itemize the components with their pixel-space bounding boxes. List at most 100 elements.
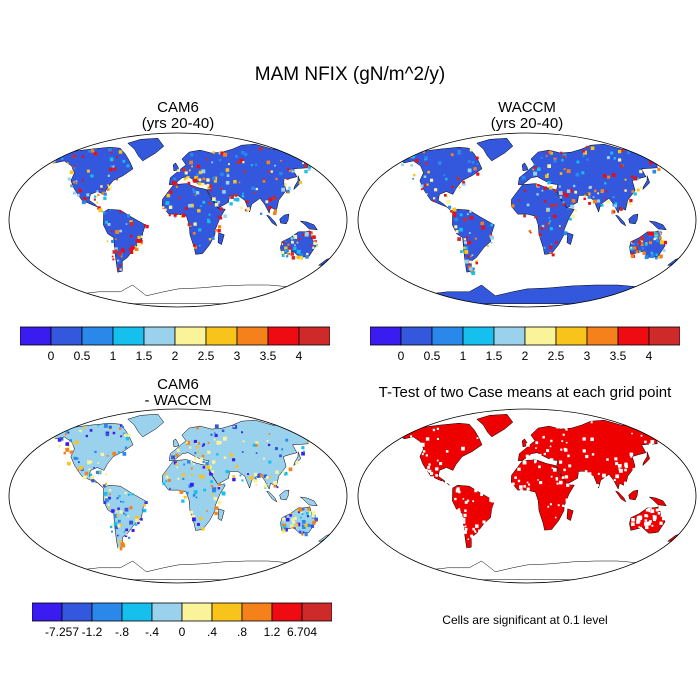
colorbar-swatch [462, 326, 495, 346]
map-cell [301, 533, 304, 536]
map-cell [547, 164, 551, 168]
map-cell [267, 170, 271, 174]
map-cell [288, 467, 293, 472]
map-cam6 [8, 132, 348, 308]
map-cell [458, 513, 462, 517]
map-cell [126, 214, 131, 218]
map-cell [263, 457, 265, 460]
map-frame [357, 132, 697, 308]
map-cell [624, 483, 627, 487]
map-cell [114, 249, 118, 253]
map-cell [298, 530, 302, 534]
colorbar-cam6: 0 0.5 1 1.5 2 2.5 3 3.5 4 [20, 326, 330, 363]
map-cell [232, 477, 236, 482]
map-frame [8, 132, 348, 308]
map-cell [448, 205, 452, 209]
map-cell [663, 240, 667, 245]
map-cell [276, 486, 279, 489]
map-cell [252, 443, 256, 447]
map-cell [291, 518, 294, 521]
map-cell [563, 468, 566, 472]
map-cell [286, 255, 289, 258]
map-cell [90, 149, 95, 153]
map-cell [193, 222, 197, 226]
map-cell [597, 472, 600, 475]
map-cell [457, 150, 462, 155]
map-cell [232, 475, 236, 478]
map-cell [272, 196, 277, 201]
map-cell [486, 244, 490, 247]
map-cell [561, 203, 565, 206]
map-cell [166, 193, 171, 198]
map-cell [196, 177, 199, 180]
map-cell [81, 155, 85, 158]
map-cell [658, 236, 662, 240]
map-cell [198, 228, 202, 232]
map-cell [534, 166, 538, 169]
map-cell [117, 546, 120, 549]
map-cell [637, 241, 642, 245]
map-cell [450, 481, 453, 485]
map-cell [293, 235, 298, 239]
map-cell [434, 188, 438, 192]
map-cell [443, 174, 446, 177]
map-cell [263, 474, 268, 479]
map-cell [546, 449, 550, 453]
map-cell [283, 527, 288, 532]
map-cell [401, 163, 404, 167]
colorbar-tick-label: 1.2 [264, 625, 281, 639]
map-cell [244, 152, 248, 157]
map-cell [192, 462, 195, 465]
map-cell [549, 445, 552, 448]
map-cell [216, 453, 219, 456]
map-cell [425, 162, 428, 165]
map-cell [487, 520, 490, 524]
map-cell [169, 487, 171, 490]
map-cell [108, 147, 112, 152]
land-new-guinea [648, 220, 667, 231]
map-cell [300, 253, 304, 257]
map-cell [132, 247, 135, 250]
map-cell [549, 186, 553, 190]
map-cell [306, 252, 309, 256]
land-madagascar [217, 508, 225, 521]
map-cell [189, 482, 194, 487]
map-cell [101, 191, 106, 195]
map-cell [613, 204, 617, 208]
map-cell [202, 460, 205, 464]
map-cell [208, 184, 213, 188]
map-cell [98, 208, 103, 213]
map-cell [529, 456, 533, 460]
map-cell [663, 242, 666, 245]
map-cell [439, 462, 443, 466]
map-cell [120, 435, 123, 438]
map-cell [539, 235, 542, 238]
map-cell [137, 235, 141, 239]
map-cell [537, 479, 539, 481]
map-cell [118, 150, 123, 154]
map-cell [444, 193, 447, 197]
map-cell [474, 237, 477, 240]
map-cell [462, 498, 465, 500]
map-cell [571, 214, 575, 219]
map-cell [185, 441, 188, 444]
map-cell [585, 145, 589, 149]
map-cell [221, 491, 226, 496]
map-cell [103, 211, 107, 215]
map-cell [474, 531, 477, 533]
map-cell [202, 466, 206, 469]
map-cell [117, 519, 121, 523]
map-cell [105, 432, 109, 437]
map-cell [630, 455, 633, 458]
map-cell [606, 458, 609, 461]
map-cell [449, 485, 453, 489]
map-cell [254, 472, 258, 477]
map-cell [459, 227, 463, 232]
map-cell [651, 524, 654, 527]
map-cell [178, 196, 181, 199]
map-cell [97, 193, 100, 196]
map-cell [467, 240, 472, 245]
map-cell [654, 235, 658, 239]
map-cell [472, 267, 475, 270]
map-cell [113, 516, 116, 519]
